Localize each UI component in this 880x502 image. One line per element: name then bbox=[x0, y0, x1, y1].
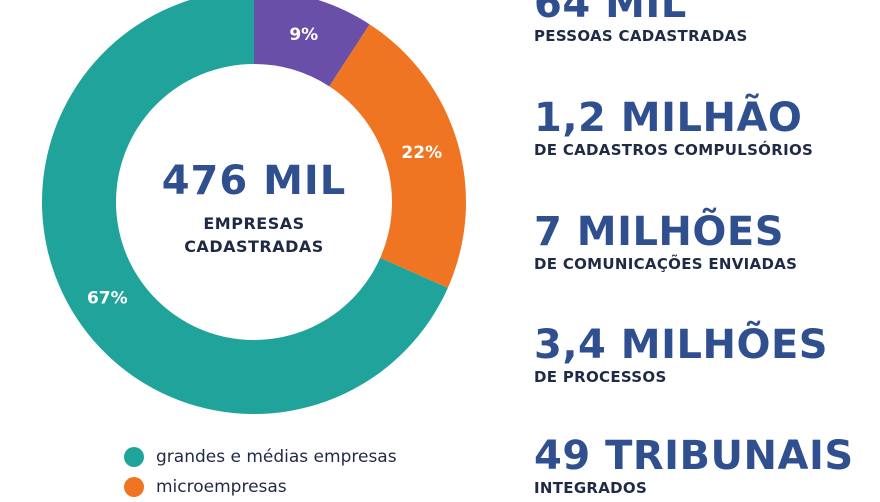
legend-label-micro-companies: microempresas bbox=[156, 477, 287, 497]
slice-percent-label: 9% bbox=[289, 25, 318, 45]
stat-label: DE CADASTROS COMPULSÓRIOS bbox=[534, 141, 814, 159]
stat-value: 3,4 MILHÕES bbox=[534, 322, 829, 368]
stat-label: PESSOAS CADASTRADAS bbox=[534, 27, 748, 45]
legend-item-large-companies: grandes e médias empresas bbox=[124, 442, 397, 472]
donut-slice bbox=[329, 24, 466, 288]
legend-label-large-companies: grandes e médias empresas bbox=[156, 447, 397, 467]
total-companies-value: 476 MIL bbox=[161, 158, 347, 204]
stat-value: 1,2 MILHÃO bbox=[534, 95, 803, 141]
donut-chart: 9% 22% 67% bbox=[42, 0, 466, 414]
legend-swatch-micro-companies bbox=[124, 477, 144, 497]
stat-communications: 7 MILHÕES DE COMUNICAÇÕES ENVIADAS bbox=[534, 210, 797, 274]
stat-label: DE PROCESSOS bbox=[534, 368, 667, 386]
slice-percent-label: 22% bbox=[401, 143, 442, 163]
chart-legend: grandes e médias empresas microempresas bbox=[124, 442, 397, 502]
donut-slice bbox=[42, 0, 448, 414]
legend-item-micro-companies: microempresas bbox=[124, 472, 397, 502]
stat-value: 49 TRIBUNAIS bbox=[534, 433, 854, 479]
total-companies-label: EMPRESAS CADASTRADAS bbox=[184, 214, 324, 256]
stat-people: 64 MIL PESSOAS CADASTRADAS bbox=[534, 0, 748, 46]
slice-percent-label: 67% bbox=[87, 288, 128, 308]
stat-processes: 3,4 MILHÕES DE PROCESSOS bbox=[534, 323, 828, 387]
stat-value: 64 MIL bbox=[534, 0, 687, 27]
legend-swatch-large-companies bbox=[124, 447, 144, 467]
donut-slice bbox=[254, 0, 370, 87]
stat-compulsory-registrations: 1,2 MILHÃO DE CADASTROS COMPULSÓRIOS bbox=[534, 96, 813, 160]
stat-label: INTEGRADOS bbox=[534, 479, 648, 497]
stat-value: 7 MILHÕES bbox=[534, 209, 785, 255]
stat-label: DE COMUNICAÇÕES ENVIADAS bbox=[534, 255, 798, 273]
stat-courts: 49 TRIBUNAIS INTEGRADOS bbox=[534, 434, 854, 498]
